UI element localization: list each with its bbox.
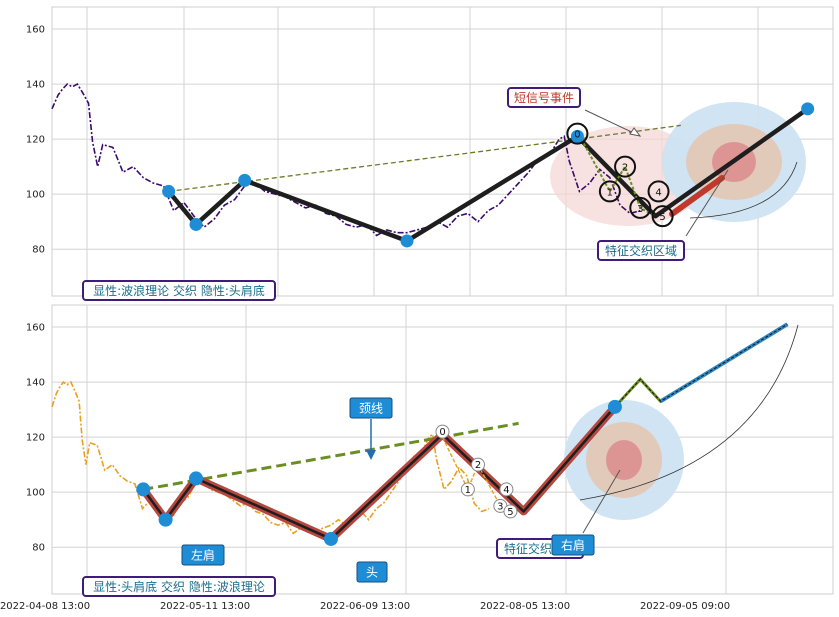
y-tick-label: 100 <box>26 190 45 201</box>
signal-arrow <box>669 175 725 217</box>
pattern-point <box>323 531 338 546</box>
left-shoulder-callout: 左肩 <box>191 548 215 563</box>
y-tick-label: 80 <box>32 543 45 554</box>
pattern-point <box>189 471 204 486</box>
y-tick-label: 120 <box>26 135 45 146</box>
x-tick-label: 2022-08-05 13:00 <box>480 601 570 612</box>
short-signal-callout: 短信号事件 <box>514 91 574 105</box>
wave-label: 4 <box>655 187 661 198</box>
wave-label: 0 <box>574 130 580 141</box>
x-tick-label: 2022-09-05 09:00 <box>640 601 730 612</box>
wave-label-circle <box>471 457 485 472</box>
wave-point <box>162 184 176 198</box>
wave-label: 5 <box>659 212 665 223</box>
interaction-callout-box <box>597 240 685 261</box>
right-shoulder-callout: 右肩 <box>561 538 585 553</box>
wave-label-circle <box>614 155 637 178</box>
bottom-panel: 80100120140160012345颈线左肩头特征交织区域右肩显性:头肩底 … <box>26 304 834 597</box>
interaction-arrow <box>685 169 729 237</box>
y-tick-label: 160 <box>26 323 45 334</box>
interaction-arrow <box>582 469 621 534</box>
y-tick-label: 100 <box>26 488 45 499</box>
wave-label-circle <box>566 122 589 145</box>
wave-label-circle <box>460 482 475 497</box>
wave-label: 3 <box>637 204 643 215</box>
callout-arrow <box>584 109 641 137</box>
pattern-point <box>158 512 173 527</box>
wave-label-circle <box>503 504 518 519</box>
top-footer-label-box <box>82 280 276 301</box>
wave-label-circle <box>647 180 670 203</box>
right-shoulder-callout-box <box>551 534 595 556</box>
wave-label: 4 <box>503 485 509 496</box>
short-signal-callout-box <box>507 87 581 108</box>
wave-label: 3 <box>497 501 503 512</box>
wave-label-circle <box>435 424 450 439</box>
wave-label: 1 <box>607 187 613 198</box>
neckline-arrowhead <box>366 450 376 460</box>
price-series-line <box>51 380 490 535</box>
wave-point <box>189 217 203 231</box>
head-callout: 头 <box>366 566 378 580</box>
top-footer-label: 显性:波浪理论 交织 隐性:头肩底 <box>93 283 265 298</box>
wave-point <box>238 173 252 187</box>
wave-label-circle <box>499 482 514 497</box>
y-tick-label: 80 <box>32 245 45 256</box>
wave-label: 2 <box>622 163 628 174</box>
region-core <box>606 440 642 480</box>
projection-arc <box>689 161 798 219</box>
wave-label-circle <box>598 180 621 203</box>
x-tick-label: 2022-04-08 13:00 <box>0 601 90 612</box>
neckline-callout: 颈线 <box>359 402 383 416</box>
interaction-callout: 特征交织区域 <box>605 243 677 258</box>
projection-line <box>614 323 788 408</box>
y-tick-label: 140 <box>26 378 45 389</box>
wave-point <box>570 129 584 143</box>
projection-arc <box>579 324 799 501</box>
head-callout-box <box>356 561 388 583</box>
neckline-callout-box <box>349 397 393 419</box>
y-tick-label: 120 <box>26 433 45 444</box>
pattern-point <box>607 399 622 414</box>
wave-point <box>400 234 414 248</box>
pattern-point <box>136 482 151 497</box>
y-tick-label: 140 <box>26 80 45 91</box>
wave-point <box>801 102 815 116</box>
bottom-footer-label: 显性:头肩底 交织 隐性:波浪理论 <box>93 579 265 594</box>
x-tick-label: 2022-06-09 13:00 <box>320 601 410 612</box>
left-shoulder-callout-box <box>181 544 225 566</box>
bottom-footer-label-box <box>82 576 276 597</box>
x-axis: 2022-04-08 13:00 2022-05-11 13:00 2022-06-… <box>0 601 730 612</box>
wave-label: 5 <box>507 507 513 518</box>
wave-label: 0 <box>439 427 445 438</box>
callout-arrowhead <box>629 127 642 137</box>
wave-label-circle <box>651 205 674 228</box>
x-tick-label: 2022-05-11 13:00 <box>160 601 250 612</box>
wave-label: 2 <box>475 460 481 471</box>
wave-label: 1 <box>465 485 471 496</box>
plot-area <box>51 304 834 595</box>
y-tick-label: 160 <box>26 25 45 36</box>
wave-label-circle <box>629 196 652 219</box>
